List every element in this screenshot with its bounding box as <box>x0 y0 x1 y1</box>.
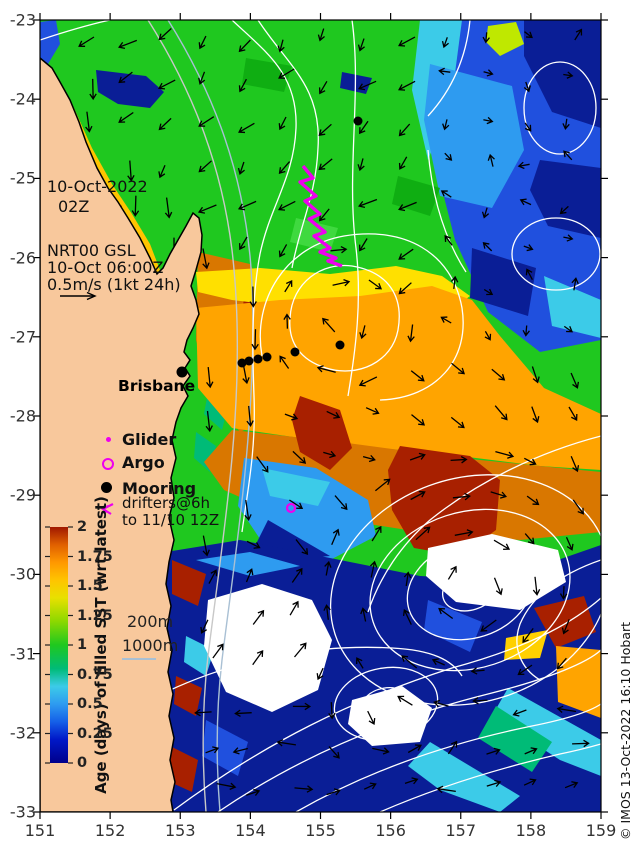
platform-markers <box>176 116 363 514</box>
isobath-lines <box>147 20 254 812</box>
mooring-dot-icon <box>101 482 112 493</box>
x-tick-label: 156 <box>375 821 406 840</box>
y-tick-label: -26 <box>9 248 36 268</box>
mooring-marker <box>244 356 254 366</box>
x-tick-label: 158 <box>515 821 547 840</box>
colorbar-tick-label: 2 <box>77 519 88 535</box>
y-tick-label: -32 <box>9 723 36 743</box>
x-tick-label: 152 <box>94 821 126 840</box>
y-tick-label: -27 <box>9 327 36 347</box>
colorbar-tick-label: 0.5 <box>77 696 103 712</box>
legend-drifters-line2: to 11/10 12Z <box>122 511 220 529</box>
argo-marker <box>285 502 297 514</box>
mooring-marker <box>237 358 247 368</box>
isobath-1000m-label: 1000m <box>122 636 179 655</box>
y-tick-label: -28 <box>9 406 36 426</box>
colorbar-tick-label: 1.75 <box>77 548 113 565</box>
colorbar-tick-label: 0.75 <box>77 666 113 683</box>
x-tick-label: 153 <box>164 821 196 840</box>
x-tick-label: 155 <box>305 821 336 840</box>
y-tick-label: -33 <box>9 802 36 822</box>
legend-mooring-label: Mooring <box>122 479 197 498</box>
y-tick-label: -30 <box>9 564 36 584</box>
mooring-marker <box>262 352 272 362</box>
x-tick-label: 159 <box>585 821 617 840</box>
mooring-marker <box>253 354 263 364</box>
legend-glider-label: Glider <box>122 430 177 449</box>
mooring-marker <box>335 340 345 350</box>
current-arrows <box>78 28 590 796</box>
y-tick-label: -24 <box>9 89 36 109</box>
obs-date-label: 10-Oct-2022 <box>47 177 148 196</box>
y-tick-label: -25 <box>9 168 36 188</box>
model-name-label: NRT00 GSL <box>47 241 136 260</box>
ssh-contours <box>40 20 601 812</box>
model-time-label: 10-Oct 06:00Z <box>47 258 164 277</box>
y-tick-label: -23 <box>9 10 36 30</box>
isobath-sample-line <box>122 658 156 660</box>
legend-argo-label: Argo <box>122 453 165 472</box>
imos-watermark: © IMOS 13-Oct-2022 16:10 Hobart <box>618 621 633 840</box>
vector-scale-label: 0.5m/s (1kt 24h) <box>47 275 181 294</box>
mooring-marker <box>290 347 300 357</box>
mooring-marker <box>353 116 363 126</box>
legend-drifters-line1: drifters@6h <box>122 494 211 512</box>
x-tick-label: 154 <box>235 821 266 840</box>
obs-hour-label: 02Z <box>58 197 90 216</box>
land-australia <box>40 57 203 812</box>
brisbane-marker <box>176 366 188 378</box>
scale-arrow-icon <box>60 291 97 301</box>
brisbane-label: Brisbane <box>118 377 196 395</box>
argo-circle-icon <box>102 458 114 470</box>
colorbar-tick-label: 1.5 <box>77 578 103 594</box>
isobath-200m-label: 200m <box>127 612 174 631</box>
colorbar <box>45 526 73 764</box>
y-tick-label: -29 <box>9 485 36 505</box>
glider-track <box>298 164 343 268</box>
colorbar-axis-label: Age (days) of filled SST (wrt latest) <box>92 496 110 794</box>
axis-ticks <box>33 13 608 819</box>
colorbar-tick-label: 1 <box>77 637 88 653</box>
drifter-arrow-icon <box>100 503 114 515</box>
y-tick-label: -31 <box>9 644 36 664</box>
x-tick-label: 151 <box>24 821 56 840</box>
colorbar-tick-label: 1.25 <box>77 607 113 624</box>
colorbar-tick-label: 0.25 <box>77 725 113 742</box>
x-tick-label: 157 <box>445 821 477 840</box>
colorbar-tick-label: 0 <box>77 755 88 771</box>
glider-dot-icon <box>106 437 111 442</box>
